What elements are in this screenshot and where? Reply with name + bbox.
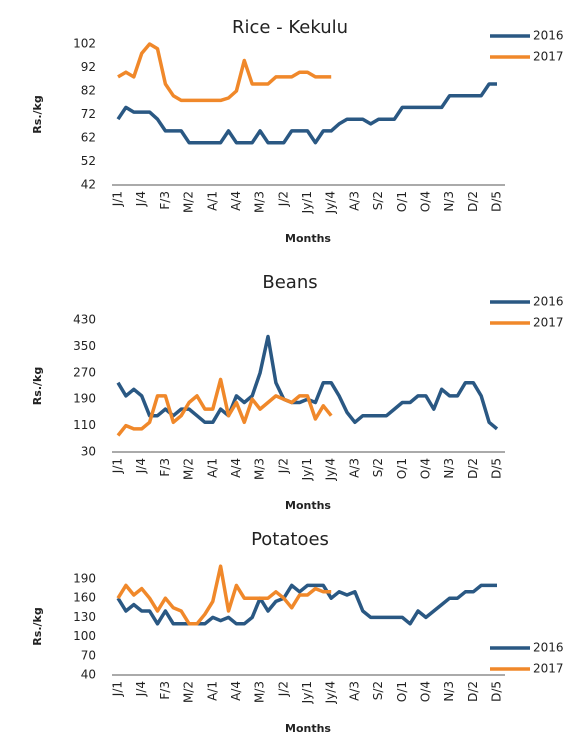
- y-tick-label: 100: [73, 629, 96, 643]
- x-tick-label: J/4: [134, 681, 148, 697]
- x-tick-label: S/2: [371, 681, 385, 700]
- y-tick-label: 102: [73, 37, 96, 51]
- line-series: [117, 42, 332, 103]
- legend-label: 2017: [533, 662, 564, 676]
- x-tick-label: D/5: [490, 458, 504, 479]
- x-axis-label: Months: [285, 232, 331, 245]
- x-axis-label: Months: [285, 499, 331, 512]
- y-tick-label: 62: [81, 131, 96, 145]
- x-tick-label: N/3: [442, 681, 456, 702]
- x-tick-label: O/4: [418, 191, 432, 212]
- x-tick-label: D/5: [490, 681, 504, 702]
- x-tick-label: O/4: [418, 458, 432, 479]
- x-tick-label: F/3: [158, 681, 172, 700]
- legend-label: 2017: [533, 316, 564, 330]
- x-tick-label: O/1: [395, 458, 409, 479]
- x-tick-label: J/4: [134, 191, 148, 207]
- chart-title: Beans: [262, 272, 317, 293]
- x-axis-label: Months: [285, 722, 331, 735]
- y-tick-label: 82: [81, 84, 96, 98]
- y-axis-label: Rs./kg: [31, 607, 44, 645]
- y-tick-label: 52: [81, 154, 96, 168]
- y-tick-label: 190: [73, 392, 96, 406]
- line-series: [116, 564, 332, 626]
- x-tick-label: J/1: [111, 681, 125, 697]
- x-tick-label: A/1: [205, 681, 219, 701]
- x-tick-label: Jy/1: [300, 191, 314, 214]
- x-tick-label: J/1: [111, 191, 125, 207]
- x-tick-label: A/4: [229, 681, 243, 701]
- y-axis-label: Rs./kg: [31, 95, 44, 133]
- y-tick-label: 430: [73, 313, 96, 327]
- x-tick-label: D/2: [466, 681, 480, 702]
- x-tick-label: Jy/4: [324, 681, 338, 704]
- x-tick-label: D/5: [490, 191, 504, 212]
- x-tick-label: D/2: [466, 191, 480, 212]
- legend-label: 2016: [533, 295, 564, 309]
- x-tick-label: J/2: [276, 191, 290, 207]
- x-tick-label: O/1: [395, 191, 409, 212]
- x-tick-label: A/1: [205, 458, 219, 478]
- x-tick-label: O/4: [418, 681, 432, 702]
- x-tick-label: Jy/1: [300, 458, 314, 481]
- chart-title: Rice - Kekulu: [232, 17, 348, 38]
- chart-title: Potatoes: [251, 529, 329, 550]
- legend-label: 2017: [533, 50, 564, 64]
- x-tick-label: M/2: [182, 681, 196, 703]
- y-tick-label: 30: [81, 445, 96, 459]
- x-tick-label: F/3: [158, 458, 172, 477]
- x-tick-label: S/2: [371, 191, 385, 210]
- x-tick-label: J/2: [276, 458, 290, 474]
- x-tick-label: A/3: [347, 191, 361, 211]
- x-tick-label: M/2: [182, 191, 196, 213]
- line-series: [116, 377, 333, 437]
- x-tick-label: J/1: [111, 458, 125, 474]
- x-tick-label: O/1: [395, 681, 409, 702]
- x-tick-label: A/3: [347, 681, 361, 701]
- x-tick-label: Jy/4: [324, 191, 338, 214]
- x-tick-label: A/3: [347, 458, 361, 478]
- x-tick-label: A/4: [229, 191, 243, 211]
- y-axis-label: Rs./kg: [31, 367, 44, 405]
- y-tick-label: 92: [81, 60, 96, 74]
- y-tick-label: 40: [81, 668, 96, 682]
- x-tick-label: J/2: [276, 681, 290, 697]
- y-tick-label: 72: [81, 107, 96, 121]
- y-tick-label: 270: [73, 365, 96, 379]
- legend-label: 2016: [533, 641, 564, 655]
- x-tick-label: F/3: [158, 191, 172, 210]
- y-tick-label: 190: [73, 572, 96, 586]
- y-tick-label: 350: [73, 339, 96, 353]
- legend-label: 2016: [533, 29, 564, 43]
- x-tick-label: Jy/1: [300, 681, 314, 704]
- line-series: [116, 583, 497, 626]
- x-tick-label: M/3: [253, 191, 267, 213]
- y-tick-label: 42: [81, 178, 96, 192]
- y-tick-label: 70: [81, 648, 96, 662]
- x-tick-label: D/2: [466, 458, 480, 479]
- x-tick-label: Jy/4: [324, 458, 338, 481]
- x-tick-label: J/4: [134, 458, 148, 474]
- x-tick-label: A/4: [229, 458, 243, 478]
- line-series: [116, 334, 499, 431]
- y-tick-label: 130: [73, 610, 96, 624]
- x-tick-label: M/2: [182, 458, 196, 480]
- x-tick-label: N/3: [442, 458, 456, 479]
- x-tick-label: A/1: [205, 191, 219, 211]
- x-tick-label: M/3: [253, 681, 267, 703]
- y-tick-label: 160: [73, 591, 96, 605]
- x-tick-label: N/3: [442, 191, 456, 212]
- y-tick-label: 110: [73, 418, 96, 432]
- x-tick-label: M/3: [253, 458, 267, 480]
- x-tick-label: S/2: [371, 458, 385, 477]
- line-series: [116, 82, 497, 145]
